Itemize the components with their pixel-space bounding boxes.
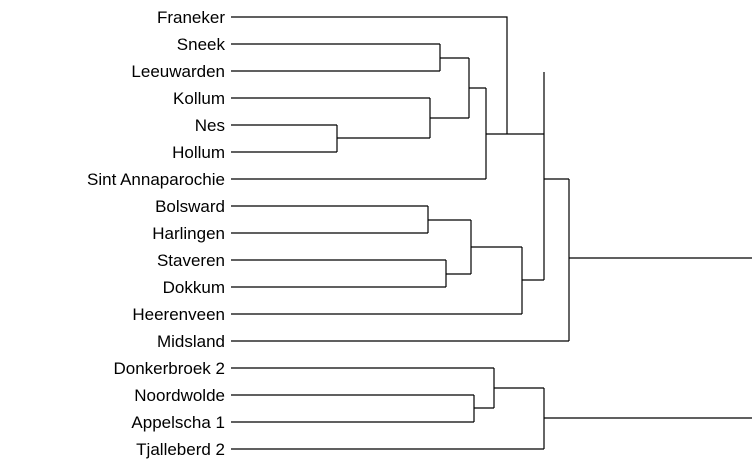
leaf-label-leeuwarden: Leeuwarden bbox=[131, 62, 225, 81]
join-staveren-dokkum bbox=[445, 260, 471, 287]
join-nes-hollum bbox=[336, 125, 430, 152]
leaf-labels: Franeker Sneek Leeuwarden Kollum Nes Hol… bbox=[87, 8, 225, 459]
leaf-label-sint-annaparochie: Sint Annaparochie bbox=[87, 170, 225, 189]
join-bolsward-harlingen bbox=[427, 206, 471, 233]
leaf-label-donkerbroek-2: Donkerbroek 2 bbox=[113, 359, 225, 378]
join-kollum-nes-hollum bbox=[429, 98, 469, 138]
leaf-label-appelscha-1: Appelscha 1 bbox=[131, 413, 225, 432]
join-with-midsland bbox=[568, 179, 752, 341]
leaf-label-sneek: Sneek bbox=[177, 35, 226, 54]
leaf-label-franeker: Franeker bbox=[157, 8, 225, 27]
leaf-label-noordwolde: Noordwolde bbox=[134, 386, 225, 405]
join-with-heerenveen bbox=[521, 247, 544, 314]
leaf-label-bolsward: Bolsward bbox=[155, 197, 225, 216]
join-noordwolde-appelscha bbox=[473, 395, 494, 422]
leaf-label-heerenveen: Heerenveen bbox=[132, 305, 225, 324]
dendrogram-branches bbox=[231, 16, 752, 450]
join-lower-cluster bbox=[543, 388, 752, 449]
join-frisian-main bbox=[543, 72, 569, 280]
leaf-label-tjalleberd-2: Tjalleberd 2 bbox=[136, 440, 225, 459]
join-upper-cluster bbox=[468, 58, 486, 118]
leaf-label-hollum: Hollum bbox=[172, 143, 225, 162]
leaf-label-kollum: Kollum bbox=[173, 89, 225, 108]
branch-franeker bbox=[231, 16, 508, 134]
join-with-donkerbroek bbox=[493, 368, 544, 408]
leaf-label-nes: Nes bbox=[195, 116, 225, 135]
leaf-label-harlingen: Harlingen bbox=[152, 224, 225, 243]
leaf-label-midsland: Midsland bbox=[157, 332, 225, 351]
join-with-sint-annaparochie bbox=[485, 88, 507, 179]
leaf-label-staveren: Staveren bbox=[157, 251, 225, 270]
leaf-label-dokkum: Dokkum bbox=[163, 278, 225, 297]
join-middle-pairs bbox=[470, 220, 522, 274]
join-sneek-leeuwarden bbox=[439, 44, 469, 71]
